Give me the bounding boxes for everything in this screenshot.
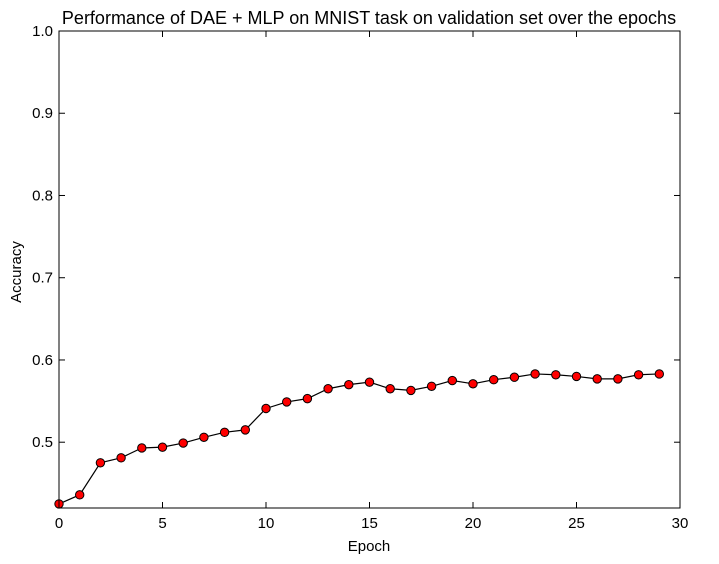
data-point bbox=[509, 372, 520, 382]
x-tick-label: 25 bbox=[568, 515, 585, 532]
x-axis-label: Epoch bbox=[348, 538, 391, 555]
data-point bbox=[426, 381, 437, 391]
y-tick-label: 0.7 bbox=[32, 270, 53, 287]
data-point bbox=[199, 432, 209, 442]
data-point bbox=[116, 453, 126, 463]
data-point bbox=[385, 384, 395, 394]
data-point bbox=[282, 397, 292, 407]
data-point bbox=[468, 379, 478, 389]
y-tick-label: 0.9 bbox=[32, 105, 53, 122]
data-point bbox=[95, 458, 106, 468]
y-tick-label: 1.0 bbox=[32, 23, 53, 40]
data-point bbox=[261, 403, 271, 414]
data-point bbox=[633, 370, 644, 380]
data-point bbox=[157, 442, 168, 452]
data-point bbox=[551, 370, 561, 380]
plot-frame bbox=[58, 30, 681, 509]
data-point bbox=[592, 374, 602, 384]
x-tick-label: 0 bbox=[55, 515, 63, 532]
data-point bbox=[489, 375, 499, 385]
data-point bbox=[219, 427, 230, 438]
data-point bbox=[240, 425, 251, 435]
data-point bbox=[302, 393, 313, 404]
plot-area bbox=[54, 369, 664, 509]
x-tick-label: 15 bbox=[361, 515, 378, 532]
data-point bbox=[323, 384, 333, 394]
data-point bbox=[344, 379, 354, 390]
x-tick-label: 5 bbox=[158, 515, 166, 532]
y-axis-label: Accuracy bbox=[8, 241, 25, 303]
data-point bbox=[406, 385, 416, 396]
data-point bbox=[364, 377, 375, 387]
data-point bbox=[530, 369, 540, 379]
y-tick-label: 0.6 bbox=[32, 352, 53, 369]
y-tick-label: 0.5 bbox=[32, 434, 53, 451]
y-tick-label: 0.8 bbox=[32, 187, 53, 204]
x-tick-label: 20 bbox=[465, 515, 482, 532]
axis-ticks: 0 5 10 15 20 25 30 0.5 0.6 0.7 0.8 0.9 1.0 bbox=[32, 23, 688, 532]
x-tick-label: 10 bbox=[258, 515, 275, 532]
data-point bbox=[178, 438, 188, 448]
data-point bbox=[571, 371, 582, 382]
data-point bbox=[137, 443, 147, 453]
x-tick-label: 30 bbox=[672, 515, 689, 532]
data-point bbox=[654, 369, 664, 379]
series-line bbox=[58, 373, 660, 505]
data-point bbox=[613, 374, 623, 384]
data-point bbox=[75, 490, 85, 500]
data-point bbox=[447, 375, 457, 386]
chart-title: Performance of DAE + MLP on MNIST task o… bbox=[62, 8, 676, 28]
